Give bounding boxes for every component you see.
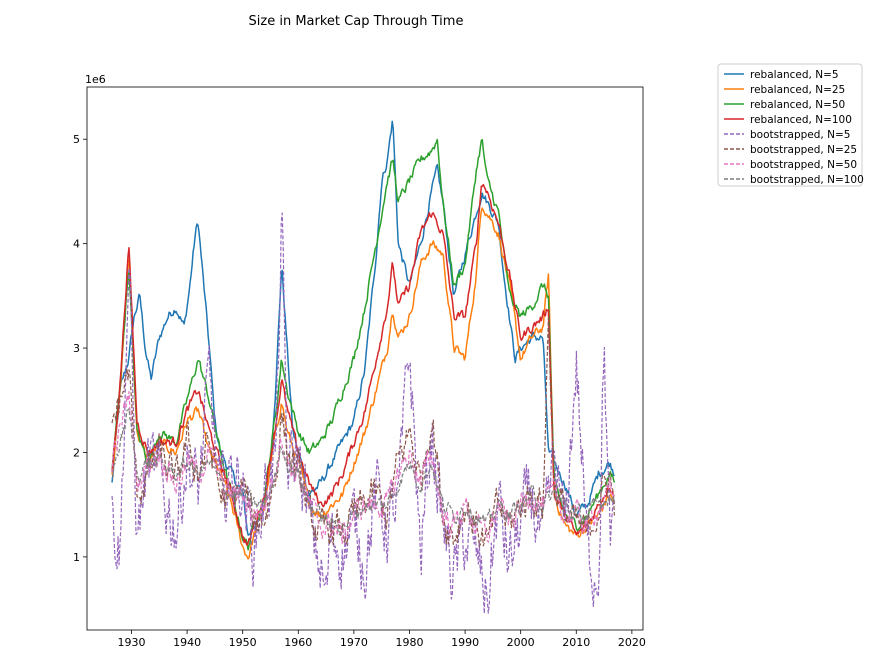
x-tick-label: 1990 [451, 636, 479, 649]
x-axis: 1930 1940 1950 1960 1970 1980 1990 2000 2010 2020 [117, 630, 646, 649]
series-line-6 [111, 317, 615, 547]
legend-label-7: bootstrapped, N=50 [750, 159, 857, 171]
legend-label-8: bootstrapped, N=100 [750, 174, 864, 186]
y-tick-label: 2 [73, 446, 80, 459]
x-tick-label: 1940 [173, 636, 201, 649]
chart-title: Size in Market Cap Through Time [249, 14, 464, 29]
legend-label-3: rebalanced, N=50 [750, 99, 845, 111]
legend-label-6: bootstrapped, N=25 [750, 144, 857, 156]
series-line-2 [111, 207, 616, 560]
series-line-8 [111, 408, 615, 536]
series-line-1 [111, 120, 615, 536]
plot-area [111, 120, 616, 614]
y-tick-label: 5 [73, 133, 80, 146]
x-tick-label: 2020 [618, 636, 646, 649]
y-axis-offset-label: 1e6 [85, 73, 106, 86]
series-line-7 [111, 390, 615, 545]
plot-frame [86, 86, 644, 631]
x-tick-label: 1950 [229, 636, 257, 649]
legend-label-5: bootstrapped, N=5 [750, 129, 850, 141]
legend-label-2: rebalanced, N=25 [750, 84, 845, 96]
series-line-3 [111, 138, 616, 551]
legend-label-4: rebalanced, N=100 [750, 114, 852, 126]
x-tick-label: 2010 [562, 636, 590, 649]
x-tick-label: 1980 [395, 636, 423, 649]
y-tick-label: 3 [73, 342, 80, 355]
legend-box [717, 63, 863, 187]
y-tick-label: 4 [73, 238, 80, 251]
y-axis: 1 2 3 4 5 [73, 133, 87, 564]
x-tick-label: 1970 [340, 636, 368, 649]
y-tick-label: 1 [73, 551, 80, 564]
series-line-4 [111, 183, 615, 546]
x-tick-label: 1960 [284, 636, 312, 649]
x-tick-label: 1930 [117, 636, 145, 649]
legend-label-1: rebalanced, N=5 [750, 69, 839, 81]
x-tick-label: 2000 [507, 636, 535, 649]
legend: rebalanced, N=5 rebalanced, N=25 rebalance… [717, 63, 864, 187]
series-line-5 [111, 212, 615, 614]
